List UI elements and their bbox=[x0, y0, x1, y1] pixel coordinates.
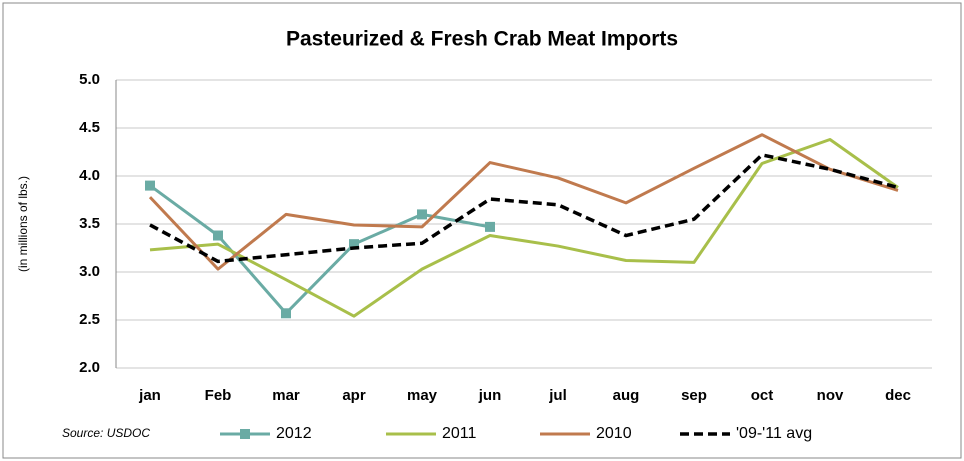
x-tick-label: jan bbox=[138, 387, 161, 404]
y-tick-label: 3.0 bbox=[79, 263, 100, 280]
y-tick-label: 2.5 bbox=[79, 311, 100, 328]
legend-marker bbox=[240, 429, 250, 439]
y-tick-label: 3.5 bbox=[79, 215, 100, 232]
x-tick-label: jun bbox=[478, 387, 502, 404]
x-tick-label: dec bbox=[885, 387, 911, 404]
x-tick-label: apr bbox=[342, 387, 366, 404]
y-tick-label: 5.0 bbox=[79, 71, 100, 88]
point-marker bbox=[417, 209, 427, 220]
legend-label: 2010 bbox=[596, 425, 632, 442]
x-tick-label: mar bbox=[272, 387, 300, 404]
x-tick-label: sep bbox=[681, 387, 707, 404]
legend-label: 2011 bbox=[442, 425, 477, 442]
point-marker bbox=[485, 221, 495, 232]
series-line bbox=[149, 153, 899, 264]
legend-label: 2012 bbox=[276, 425, 312, 442]
x-tick-label: oct bbox=[751, 387, 774, 404]
series-line bbox=[149, 138, 899, 318]
series-line bbox=[148, 133, 899, 271]
y-axis-label: (in millions of lbs.) bbox=[16, 176, 30, 272]
y-tick-label: 4.0 bbox=[79, 167, 100, 184]
x-tick-label: Feb bbox=[205, 387, 232, 404]
point-marker bbox=[145, 180, 155, 191]
point-marker bbox=[281, 308, 291, 319]
x-tick-label: may bbox=[407, 387, 438, 404]
legend-label: '09-'11 avg bbox=[736, 425, 812, 442]
chart-title: Pasteurized & Fresh Crab Meat Imports bbox=[286, 28, 678, 51]
y-tick-label: 2.0 bbox=[79, 359, 100, 376]
x-tick-label: nov bbox=[817, 387, 844, 404]
x-tick-label: jul bbox=[548, 387, 567, 404]
point-marker bbox=[213, 230, 223, 241]
x-tick-label: aug bbox=[613, 387, 640, 404]
point-marker bbox=[349, 239, 359, 250]
source: Source: USDOC bbox=[62, 426, 150, 440]
y-tick-label: 4.5 bbox=[79, 119, 100, 136]
